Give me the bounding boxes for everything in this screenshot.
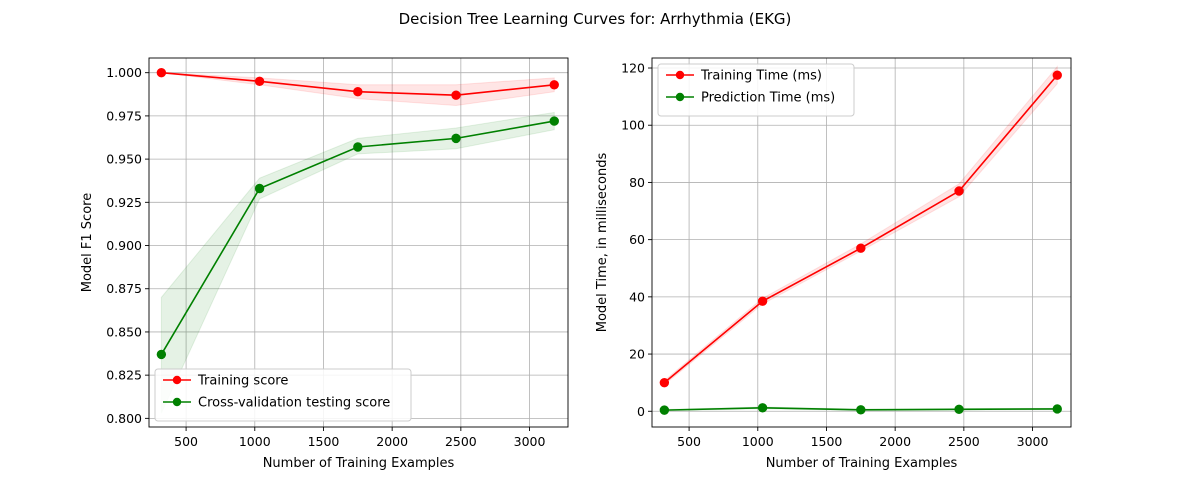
y-tick-label: 60 [629, 232, 645, 247]
data-point [856, 243, 866, 253]
data-point [353, 87, 363, 97]
y-tick-label: 0.875 [106, 281, 142, 296]
axes-frame [148, 57, 569, 428]
legend: Training Time (ms) Prediction Time (ms) [657, 63, 855, 117]
x-tick-label: 1500 [308, 434, 340, 449]
x-tick-label: 2000 [879, 434, 911, 449]
data-point [757, 296, 768, 306]
x-tick-label: 1000 [742, 434, 774, 449]
data-point [549, 116, 559, 126]
data-point [353, 142, 363, 152]
data-point [757, 403, 768, 413]
data-point [954, 186, 964, 196]
axes-frame [651, 57, 1072, 428]
y-tick-label: 0.850 [106, 324, 142, 339]
x-tick-label: 2500 [948, 434, 980, 449]
y-axis-label: Model Time, in milliseconds [595, 153, 610, 333]
x-tick-label: 1500 [811, 434, 843, 449]
x-tick-label: 500 [677, 434, 701, 449]
legend-label: Prediction Time (ms) [701, 91, 835, 106]
y-tick-label: 0.900 [106, 238, 142, 253]
data-point [1052, 70, 1062, 80]
data-point [856, 405, 866, 415]
plot-area [149, 58, 568, 427]
y-tick-label: 1.000 [106, 65, 142, 80]
x-tick-label: 2500 [445, 434, 477, 449]
data-point [451, 133, 461, 144]
y-tick-label: 40 [629, 289, 645, 304]
data-point [156, 67, 167, 78]
legend-box [154, 368, 412, 422]
data-point [254, 183, 265, 194]
y-tick-label: 0.975 [106, 108, 142, 123]
x-axis-label: Number of Training Examples [766, 456, 958, 471]
y-tick-label: 0 [637, 404, 645, 419]
y-tick-label: 0.800 [106, 411, 142, 426]
legend-swatch-marker [675, 70, 685, 80]
legend-label: Cross-validation testing score [198, 396, 390, 411]
x-tick-label: 2000 [376, 434, 408, 449]
data-point [954, 404, 964, 414]
data-point [549, 80, 559, 90]
legend-label: Training Time (ms) [700, 69, 822, 84]
y-tick-label: 120 [621, 61, 645, 76]
series-band-1 [663, 65, 1058, 386]
chart-panel-1: 500 1000 1500 2000 2500 3000 0.800 0.825 0.850 0.… [80, 57, 569, 471]
y-tick-label: 0.950 [106, 152, 142, 167]
data-point [156, 349, 167, 360]
x-tick-label: 3000 [1017, 434, 1049, 449]
y-tick-label: 20 [629, 347, 645, 362]
y-tick-label: 0.925 [106, 195, 142, 210]
y-tick-label: 80 [629, 175, 645, 190]
data-point [659, 377, 670, 388]
plot-area [652, 58, 1071, 427]
x-tick-label: 1000 [239, 434, 271, 449]
x-axis-label: Number of Training Examples [263, 456, 455, 471]
figure-suptitle: Decision Tree Learning Curves for: Arrhy… [399, 10, 792, 28]
legend-swatch-marker [172, 375, 182, 385]
data-point [1052, 404, 1062, 414]
x-tick-label: 3000 [514, 434, 546, 449]
x-tick-label: 500 [174, 434, 198, 449]
y-axis-label: Model F1 Score [80, 193, 95, 292]
legend-label: Training score [197, 374, 288, 389]
chart-panel-2: 500 1000 1500 2000 2500 3000 0 20 40 60 80 100 120 Nu… [595, 57, 1072, 471]
legend: Training score Cross-validation testing s… [154, 368, 412, 422]
data-point [659, 405, 670, 415]
data-point [451, 90, 461, 100]
legend-swatch-marker [172, 397, 182, 407]
legend-box [657, 63, 855, 117]
legend-swatch-marker [675, 92, 685, 102]
data-point [254, 76, 265, 87]
y-tick-label: 100 [621, 118, 645, 133]
y-tick-label: 0.825 [106, 368, 142, 383]
